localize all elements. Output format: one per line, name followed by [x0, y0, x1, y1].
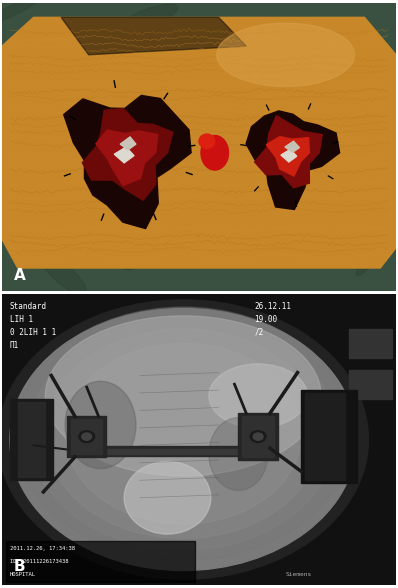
Polygon shape: [61, 18, 246, 55]
Ellipse shape: [250, 431, 266, 442]
Ellipse shape: [133, 193, 178, 233]
Ellipse shape: [201, 135, 228, 170]
Polygon shape: [114, 147, 134, 163]
Ellipse shape: [45, 329, 321, 539]
Ellipse shape: [45, 316, 321, 476]
Ellipse shape: [182, 247, 250, 254]
Ellipse shape: [330, 99, 354, 123]
Text: Standard: Standard: [10, 302, 47, 310]
Polygon shape: [120, 137, 136, 150]
Ellipse shape: [209, 417, 268, 490]
Ellipse shape: [65, 381, 136, 469]
Ellipse shape: [0, 99, 33, 116]
Ellipse shape: [166, 29, 174, 81]
Ellipse shape: [153, 221, 180, 233]
Ellipse shape: [82, 433, 92, 440]
Bar: [77, 446, 274, 456]
Polygon shape: [82, 109, 173, 201]
Ellipse shape: [0, 101, 33, 129]
Bar: [18, 402, 45, 477]
Ellipse shape: [16, 307, 351, 560]
Text: 26.12.11: 26.12.11: [254, 302, 291, 310]
Polygon shape: [281, 149, 297, 162]
Text: /2: /2: [254, 328, 263, 337]
Ellipse shape: [37, 139, 63, 158]
Text: 0 2LIH 1 1: 0 2LIH 1 1: [10, 328, 56, 337]
Bar: [242, 416, 274, 457]
Ellipse shape: [305, 23, 335, 42]
Text: 19.00: 19.00: [254, 315, 277, 323]
Polygon shape: [246, 111, 339, 209]
Ellipse shape: [199, 134, 215, 148]
Polygon shape: [96, 130, 158, 185]
Ellipse shape: [97, 219, 136, 270]
Text: Siemens: Siemens: [286, 572, 312, 577]
Bar: [6, 542, 195, 582]
Ellipse shape: [0, 300, 369, 579]
Ellipse shape: [79, 431, 95, 442]
Bar: [10, 399, 53, 480]
Ellipse shape: [69, 165, 131, 180]
Ellipse shape: [241, 189, 285, 213]
Ellipse shape: [308, 194, 333, 213]
Text: A: A: [14, 268, 25, 283]
Ellipse shape: [365, 204, 398, 233]
Ellipse shape: [209, 364, 307, 428]
Ellipse shape: [294, 225, 319, 242]
Ellipse shape: [40, 253, 87, 296]
Ellipse shape: [10, 309, 357, 570]
Ellipse shape: [0, 0, 39, 26]
Text: 2011.12.26, 17:34:38: 2011.12.26, 17:34:38: [10, 546, 75, 551]
Bar: [349, 370, 392, 399]
Ellipse shape: [124, 462, 211, 534]
Ellipse shape: [230, 231, 253, 253]
Text: П1: П1: [10, 341, 19, 350]
Ellipse shape: [234, 238, 252, 264]
Bar: [71, 419, 102, 454]
Bar: [349, 329, 392, 358]
Ellipse shape: [287, 225, 336, 242]
Ellipse shape: [99, 135, 160, 148]
Ellipse shape: [278, 62, 301, 75]
Ellipse shape: [24, 69, 74, 102]
Text: HOSPITAL: HOSPITAL: [10, 572, 36, 577]
Polygon shape: [2, 18, 396, 268]
Ellipse shape: [115, 60, 145, 102]
Bar: [305, 393, 345, 480]
Ellipse shape: [175, 134, 218, 146]
Ellipse shape: [366, 41, 398, 94]
Ellipse shape: [253, 433, 263, 440]
Ellipse shape: [331, 48, 360, 71]
Text: B: B: [14, 559, 25, 573]
Ellipse shape: [57, 188, 91, 219]
Bar: [238, 413, 278, 460]
Ellipse shape: [65, 343, 301, 524]
Ellipse shape: [217, 23, 355, 86]
Ellipse shape: [356, 256, 374, 275]
Polygon shape: [255, 116, 322, 188]
Polygon shape: [64, 95, 191, 229]
Bar: [67, 416, 106, 457]
Polygon shape: [285, 141, 299, 152]
Bar: [301, 390, 357, 483]
Text: LIH 1: LIH 1: [10, 315, 33, 323]
Ellipse shape: [121, 4, 178, 30]
Polygon shape: [266, 136, 309, 176]
Ellipse shape: [29, 318, 337, 550]
Bar: [81, 449, 270, 453]
Text: ID: 20111226173438: ID: 20111226173438: [10, 559, 68, 564]
